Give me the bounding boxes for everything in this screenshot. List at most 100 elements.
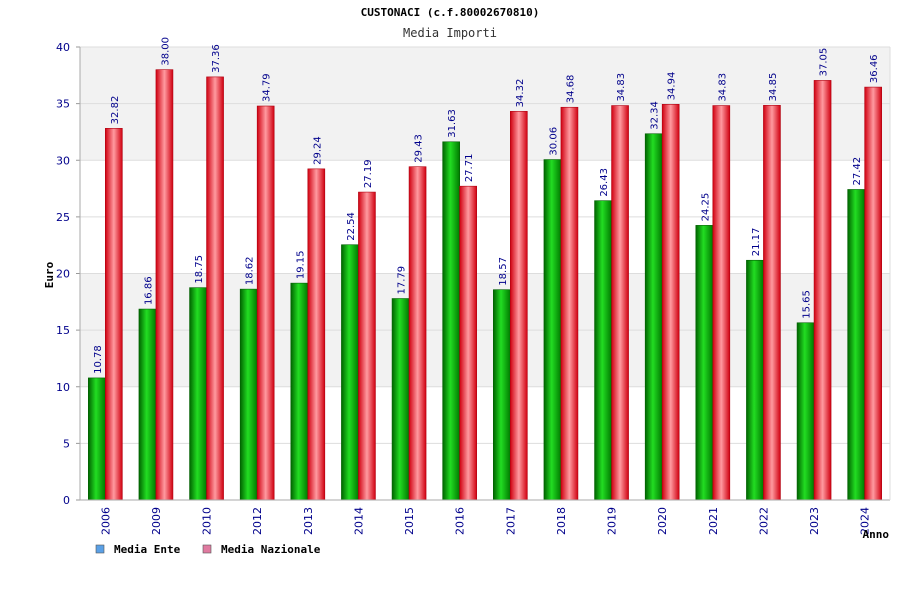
x-tick-label: 2019: [606, 507, 619, 535]
data-label: 18.75: [194, 255, 205, 284]
data-label: 26.43: [599, 168, 610, 197]
legend-label-media-ente: Media Ente: [114, 543, 181, 556]
x-tick-label: 2013: [302, 507, 315, 535]
data-label: 38.00: [160, 37, 171, 66]
x-tick-label: 2015: [403, 507, 416, 535]
bar-media-ente: [796, 322, 815, 501]
legend: Media Ente Media Nazionale: [95, 543, 321, 556]
chart-subtitle: Media Importi: [403, 26, 497, 40]
data-label: 34.32: [515, 79, 526, 108]
y-axis-label: Euro: [43, 261, 56, 288]
legend-label-media-nazionale: Media Nazionale: [221, 543, 321, 556]
bar-media-ente: [493, 289, 511, 501]
data-label: 31.63: [447, 109, 458, 138]
x-tick-label: 2018: [555, 507, 568, 535]
data-label: 34.83: [616, 73, 627, 102]
data-label: 10.78: [93, 345, 104, 374]
bar-media-nazionale: [712, 105, 731, 501]
bar-labels: 10.78 32.82 16.86 38.00 18.75 37.36 18.62 34.79…: [93, 37, 880, 374]
data-label: 29.24: [312, 136, 323, 165]
legend-swatch-media-nazionale: [202, 544, 212, 554]
data-label: 18.57: [498, 257, 509, 286]
bar-media-ente: [847, 189, 865, 501]
data-label: 27.19: [363, 159, 374, 188]
x-tick-label: 2021: [707, 507, 720, 535]
data-label: 15.65: [802, 290, 813, 319]
bar-media-nazionale: [510, 111, 528, 501]
y-tick-label: 20: [56, 268, 70, 281]
bar-media-nazionale: [155, 69, 174, 501]
x-tick-label: 2024: [859, 507, 872, 535]
data-label: 18.62: [245, 256, 256, 285]
x-tick-label: 2006: [99, 507, 112, 535]
y-tick-label: 15: [56, 324, 70, 337]
x-tick-label: 2014: [352, 507, 365, 535]
data-label: 21.17: [751, 228, 762, 257]
bar-media-ente: [543, 159, 562, 501]
data-label: 34.85: [768, 73, 779, 102]
data-label: 34.79: [262, 73, 273, 102]
bar-media-nazionale: [763, 105, 781, 501]
data-label: 29.43: [414, 134, 425, 163]
bar-media-nazionale: [459, 185, 477, 501]
bar-media-nazionale: [307, 168, 326, 501]
data-label: 30.06: [548, 127, 559, 156]
y-tick-label: 40: [56, 41, 70, 54]
x-tick-label: 2010: [201, 507, 214, 535]
data-label: 37.05: [819, 48, 830, 77]
y-tick-label: 0: [63, 494, 70, 507]
bar-media-ente: [695, 225, 714, 501]
bar-media-nazionale: [864, 86, 882, 501]
y-tick-label: 10: [56, 381, 70, 394]
bar-media-ente: [239, 288, 258, 501]
x-tick-label: 2022: [757, 507, 770, 535]
x-axis-label: Anno: [863, 528, 890, 541]
bar-media-ente: [644, 133, 663, 501]
bar-media-ente: [746, 259, 764, 501]
x-tick-label: 2017: [504, 507, 517, 535]
bars: [88, 69, 882, 501]
bar-media-nazionale: [358, 191, 376, 501]
data-label: 34.68: [565, 75, 576, 104]
bar-media-ente: [594, 200, 612, 501]
data-label: 19.15: [295, 250, 306, 279]
bar-media-nazionale: [560, 106, 579, 501]
bar-media-ente: [189, 287, 207, 501]
bar-media-ente: [442, 141, 460, 501]
y-tick-label: 35: [56, 98, 70, 111]
x-tick-label: 2012: [251, 507, 264, 535]
bar-media-nazionale: [256, 105, 275, 501]
data-label: 16.86: [143, 276, 154, 305]
bar-media-nazionale: [611, 105, 629, 501]
data-label: 32.34: [650, 101, 661, 130]
data-label: 34.94: [667, 72, 678, 101]
data-label: 27.71: [464, 154, 475, 183]
bar-media-ente: [290, 282, 309, 501]
x-tick-label: 2023: [808, 507, 821, 535]
bar-media-nazionale: [105, 128, 123, 501]
data-label: 32.82: [110, 96, 121, 125]
x-tick-label: 2020: [656, 507, 669, 535]
bar-media-nazionale: [408, 166, 427, 501]
y-tick-label: 25: [56, 211, 70, 224]
bar-media-ente: [341, 244, 359, 501]
data-label: 34.83: [717, 73, 728, 102]
data-label: 24.25: [700, 193, 711, 222]
data-label: 37.36: [211, 44, 222, 73]
axes: 0 5 10 15 20 25 30 35 40 2006 2009 2010 2012 2013 2014…: [56, 41, 891, 535]
bar-media-ente: [391, 298, 410, 501]
bar-media-ente: [88, 377, 106, 501]
data-label: 17.79: [397, 266, 408, 295]
y-tick-label: 5: [63, 437, 70, 450]
x-tick-label: 2009: [150, 507, 163, 535]
bar-media-nazionale: [206, 76, 224, 501]
chart-title: CUSTONACI (c.f.80002670810): [361, 6, 540, 19]
data-label: 22.54: [346, 212, 357, 241]
bar-media-nazionale: [813, 80, 832, 501]
data-label: 27.42: [852, 157, 863, 186]
data-label: 36.46: [869, 54, 880, 83]
legend-swatch-media-ente: [95, 544, 105, 554]
x-tick-label: 2016: [454, 507, 467, 535]
